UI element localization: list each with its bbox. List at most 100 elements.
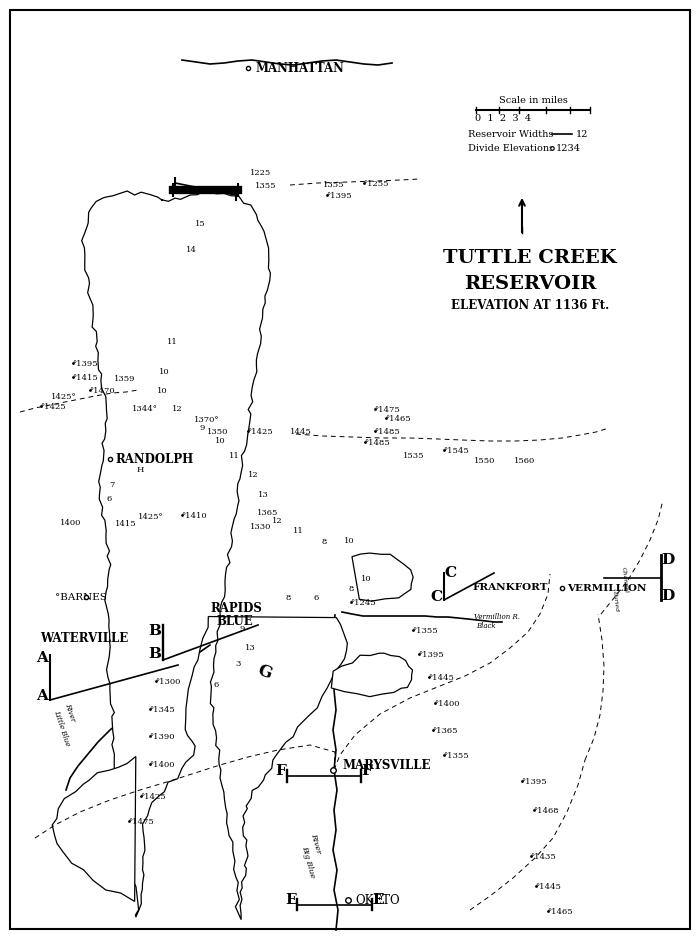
Text: BLUE: BLUE bbox=[216, 614, 253, 627]
Text: °1400: °1400 bbox=[434, 700, 459, 708]
Text: 1415: 1415 bbox=[115, 520, 136, 528]
Text: 12: 12 bbox=[248, 471, 258, 479]
Text: 13: 13 bbox=[244, 644, 256, 652]
Text: °1485: °1485 bbox=[374, 428, 400, 436]
Text: 12: 12 bbox=[172, 405, 182, 413]
Text: °1365: °1365 bbox=[432, 727, 458, 735]
Text: °1395: °1395 bbox=[521, 778, 547, 786]
Text: °1355: °1355 bbox=[412, 627, 438, 635]
Text: 1344°: 1344° bbox=[132, 405, 158, 413]
Text: RANDOLPH: RANDOLPH bbox=[115, 453, 193, 466]
Text: TUTTLE CREEK: TUTTLE CREEK bbox=[443, 249, 617, 267]
Text: 13: 13 bbox=[258, 491, 268, 499]
Text: Vermillion R.: Vermillion R. bbox=[474, 613, 520, 621]
Text: 1425°: 1425° bbox=[51, 393, 76, 401]
Text: 10: 10 bbox=[344, 537, 354, 545]
Text: °1395: °1395 bbox=[326, 192, 351, 200]
Text: 1400: 1400 bbox=[60, 519, 81, 527]
Polygon shape bbox=[331, 654, 412, 697]
Text: °1245: °1245 bbox=[350, 599, 376, 607]
Text: °1390: °1390 bbox=[149, 733, 174, 741]
Text: 1370°: 1370° bbox=[194, 416, 220, 424]
Text: 8: 8 bbox=[321, 538, 327, 546]
Text: 10: 10 bbox=[157, 387, 167, 395]
Text: E: E bbox=[285, 893, 297, 907]
Text: F: F bbox=[362, 764, 372, 778]
Text: 1330: 1330 bbox=[250, 523, 272, 531]
Text: E: E bbox=[372, 893, 384, 907]
Text: °1445: °1445 bbox=[535, 883, 561, 891]
Text: Divide Elevations: Divide Elevations bbox=[468, 144, 554, 152]
Text: °BARNES: °BARNES bbox=[55, 593, 107, 602]
Text: °1425: °1425 bbox=[40, 403, 66, 411]
Text: River: River bbox=[63, 701, 77, 722]
Text: VERMILLION: VERMILLION bbox=[567, 583, 647, 593]
Text: Channel: Channel bbox=[621, 566, 629, 593]
Text: °1255: °1255 bbox=[363, 180, 389, 188]
Text: 11: 11 bbox=[167, 338, 177, 346]
Text: 1365: 1365 bbox=[257, 509, 279, 517]
Text: 0  1  2  3  4: 0 1 2 3 4 bbox=[475, 114, 531, 122]
Text: 9: 9 bbox=[239, 625, 245, 633]
Text: °1465: °1465 bbox=[385, 415, 411, 423]
Text: Buried: Buried bbox=[612, 589, 620, 611]
Text: 8: 8 bbox=[349, 585, 354, 593]
Polygon shape bbox=[352, 553, 413, 601]
Polygon shape bbox=[52, 757, 136, 901]
Text: °1468: °1468 bbox=[533, 807, 559, 815]
Text: °1395: °1395 bbox=[72, 360, 97, 368]
Text: 8: 8 bbox=[286, 594, 290, 602]
Text: °1400: °1400 bbox=[149, 761, 174, 769]
Text: 12: 12 bbox=[272, 517, 282, 525]
Text: D: D bbox=[662, 589, 675, 603]
Text: °1425: °1425 bbox=[140, 793, 166, 801]
Text: 1445: 1445 bbox=[290, 428, 312, 436]
Text: A: A bbox=[36, 651, 48, 665]
Text: 7: 7 bbox=[109, 481, 115, 489]
Text: RESERVOIR: RESERVOIR bbox=[464, 275, 596, 293]
Text: °1470: °1470 bbox=[89, 387, 115, 395]
Text: River: River bbox=[309, 832, 323, 854]
Text: °1425: °1425 bbox=[247, 428, 272, 436]
Text: Scale in miles: Scale in miles bbox=[498, 96, 568, 104]
Text: OKETO: OKETO bbox=[355, 894, 400, 906]
Text: °1465: °1465 bbox=[547, 908, 573, 916]
Text: 11: 11 bbox=[293, 527, 303, 535]
Text: D: D bbox=[662, 553, 675, 567]
Text: 11: 11 bbox=[229, 452, 239, 460]
Text: MANHATTAN: MANHATTAN bbox=[255, 61, 344, 74]
Text: °1355: °1355 bbox=[443, 752, 468, 760]
Text: H: H bbox=[136, 466, 144, 474]
Text: °1545: °1545 bbox=[443, 447, 469, 455]
Text: 1355: 1355 bbox=[323, 181, 344, 189]
Text: A: A bbox=[36, 689, 48, 703]
Text: 1560: 1560 bbox=[514, 457, 536, 465]
Text: F: F bbox=[276, 764, 286, 778]
Text: Little Blue: Little Blue bbox=[52, 709, 71, 747]
Text: 15: 15 bbox=[195, 220, 205, 228]
Text: 14: 14 bbox=[186, 246, 197, 254]
Text: 10: 10 bbox=[215, 437, 225, 445]
Text: °1435: °1435 bbox=[530, 853, 556, 861]
Text: 1535: 1535 bbox=[403, 452, 424, 460]
Text: ELEVATION AT 1136 Ft.: ELEVATION AT 1136 Ft. bbox=[451, 299, 609, 312]
Text: 10: 10 bbox=[360, 575, 371, 583]
Text: °1475: °1475 bbox=[374, 406, 400, 414]
Text: °1395: °1395 bbox=[418, 651, 444, 659]
Text: °1410: °1410 bbox=[181, 512, 206, 520]
Text: 1350: 1350 bbox=[207, 428, 228, 436]
Text: RAPIDS: RAPIDS bbox=[210, 602, 262, 614]
Text: C: C bbox=[444, 566, 456, 580]
Text: °1415: °1415 bbox=[72, 374, 98, 382]
Text: Reservoir Widths: Reservoir Widths bbox=[468, 130, 554, 138]
Text: 10: 10 bbox=[159, 368, 169, 376]
Text: 1550: 1550 bbox=[474, 457, 496, 465]
Text: 1355: 1355 bbox=[255, 182, 276, 190]
Text: 3: 3 bbox=[235, 660, 241, 668]
Text: 6: 6 bbox=[214, 681, 218, 689]
Text: B: B bbox=[148, 647, 162, 661]
Text: Black: Black bbox=[476, 622, 496, 630]
Text: 1359: 1359 bbox=[114, 375, 136, 383]
Text: 6: 6 bbox=[106, 495, 111, 503]
Text: °1345: °1345 bbox=[149, 706, 175, 714]
